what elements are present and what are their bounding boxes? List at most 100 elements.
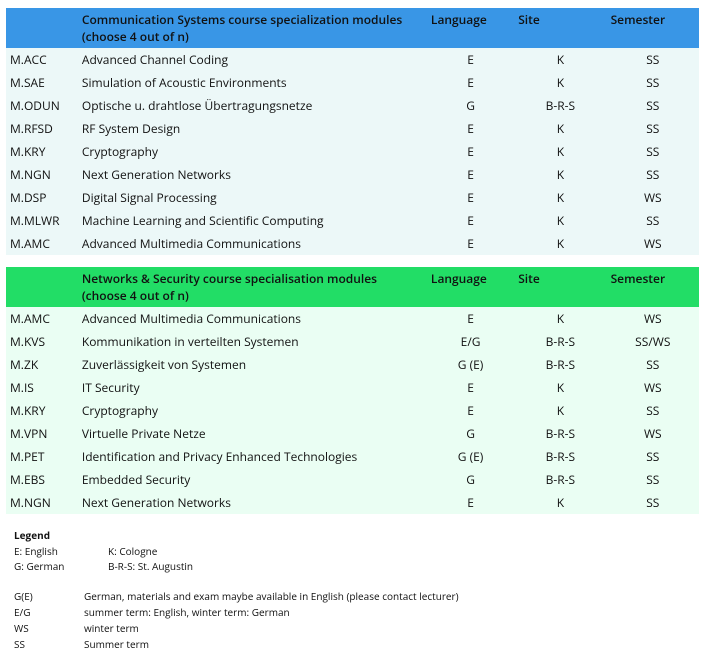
cell-language: E (427, 209, 514, 232)
cell-code: M.IS (6, 376, 78, 399)
cell-code: M.EBS (6, 468, 78, 491)
cell-code: M.ACC (6, 48, 78, 71)
legend-def-value: German, materials and exam maybe availab… (84, 588, 459, 604)
cell-site: B-R-S (514, 330, 606, 353)
legend-value: B-R-S: St. Augustin (108, 559, 193, 574)
cell-title: Zuverlässigkeit von Systemen (78, 353, 427, 376)
table-row: M.ISIT SecurityEKWS (6, 376, 699, 399)
cell-language: E (427, 186, 514, 209)
cell-code: M.MLWR (6, 209, 78, 232)
cell-semester: SS (607, 117, 699, 140)
cell-code: M.KRY (6, 140, 78, 163)
cell-language: G (427, 422, 514, 445)
legend-def-key: WS (14, 620, 84, 636)
cell-semester: SS (607, 163, 699, 186)
cell-semester: SS (607, 94, 699, 117)
legend-def-row: SSSummer term (14, 636, 699, 652)
cell-title: Cryptography (78, 140, 427, 163)
col-title-header: Communication Systems course specializat… (78, 8, 427, 48)
cs-table: Communication Systems course specializat… (6, 8, 699, 255)
table-row: M.KVSKommunikation in verteilten Systeme… (6, 330, 699, 353)
cell-site: K (514, 163, 606, 186)
cell-title: Cryptography (78, 399, 427, 422)
legend-def-key: E/G (14, 604, 84, 620)
cell-code: M.AMC (6, 232, 78, 255)
cell-title: Next Generation Networks (78, 163, 427, 186)
cell-title: Machine Learning and Scientific Computin… (78, 209, 427, 232)
table-row: M.AMCAdvanced Multimedia CommunicationsE… (6, 307, 699, 330)
legend-pair-row: G: GermanB-R-S: St. Augustin (14, 559, 699, 574)
cell-semester: SS (607, 48, 699, 71)
cell-code: M.SAE (6, 71, 78, 94)
legend-def-key: G(E) (14, 588, 84, 604)
col-site-header: Site (514, 8, 606, 48)
col-code-header (6, 267, 78, 307)
cell-site: K (514, 186, 606, 209)
cs-table-body: M.ACCAdvanced Channel CodingEKSSM.SAESim… (6, 48, 699, 255)
cell-title: IT Security (78, 376, 427, 399)
table-row: M.ZKZuverlässigkeit von SystemenG (E)B-R… (6, 353, 699, 376)
cell-semester: WS (607, 376, 699, 399)
cell-site: B-R-S (514, 422, 606, 445)
cell-code: M.KVS (6, 330, 78, 353)
cell-title: Advanced Channel Coding (78, 48, 427, 71)
col-semester-header: Semester (607, 8, 699, 48)
cell-code: M.VPN (6, 422, 78, 445)
cell-language: G (427, 468, 514, 491)
cell-title: RF System Design (78, 117, 427, 140)
col-language-header: Language (427, 8, 514, 48)
legend-pair-row: E: EnglishK: Cologne (14, 544, 699, 559)
table-row: M.VPNVirtuelle Private NetzeGB-R-SWS (6, 422, 699, 445)
legend-def-value: Summer term (84, 636, 149, 652)
table-row: M.SAESimulation of Acoustic Environments… (6, 71, 699, 94)
col-site-header: Site (514, 267, 606, 307)
cell-semester: WS (607, 232, 699, 255)
cell-language: G (E) (427, 353, 514, 376)
cell-semester: WS (607, 422, 699, 445)
legend-def-key: SS (14, 636, 84, 652)
cell-semester: SS (607, 399, 699, 422)
table-row: M.EBSEmbedded SecurityGB-R-SSS (6, 468, 699, 491)
cell-semester: SS (607, 140, 699, 163)
cell-title: Next Generation Networks (78, 491, 427, 514)
table-row: M.NGNNext Generation NetworksEKSS (6, 163, 699, 186)
cell-site: B-R-S (514, 445, 606, 468)
legend: Legend E: EnglishK: CologneG: GermanB-R-… (14, 528, 699, 652)
table-row: M.RFSDRF System DesignEKSS (6, 117, 699, 140)
cell-language: E (427, 163, 514, 186)
cell-semester: SS (607, 491, 699, 514)
cell-semester: WS (607, 307, 699, 330)
cell-title: Digital Signal Processing (78, 186, 427, 209)
legend-def-row: E/Gsummer term: English, winter term: Ge… (14, 604, 699, 620)
cell-language: E (427, 376, 514, 399)
legend-definitions: G(E)German, materials and exam maybe ava… (14, 588, 699, 652)
legend-def-value: summer term: English, winter term: Germa… (84, 604, 290, 620)
cell-title: Kommunikation in verteilten Systemen (78, 330, 427, 353)
legend-key: E: English (14, 544, 84, 559)
course-tables: Communication Systems course specializat… (6, 8, 699, 514)
cell-title: Embedded Security (78, 468, 427, 491)
cell-site: K (514, 399, 606, 422)
cell-language: E (427, 491, 514, 514)
table-row: M.PETIdentification and Privacy Enhanced… (6, 445, 699, 468)
ns-table-body: M.AMCAdvanced Multimedia CommunicationsE… (6, 307, 699, 514)
cell-language: E (427, 307, 514, 330)
cell-language: G (E) (427, 445, 514, 468)
cell-semester: SS (607, 353, 699, 376)
legend-def-row: G(E)German, materials and exam maybe ava… (14, 588, 699, 604)
legend-def-value: winter term (84, 620, 139, 636)
cell-title: Identification and Privacy Enhanced Tech… (78, 445, 427, 468)
table-row: M.ACCAdvanced Channel CodingEKSS (6, 48, 699, 71)
cell-code: M.NGN (6, 163, 78, 186)
cell-site: K (514, 209, 606, 232)
legend-def-row: WSwinter term (14, 620, 699, 636)
cell-language: E (427, 71, 514, 94)
table-row: M.ODUNOptische u. drahtlose Übertragungs… (6, 94, 699, 117)
table-row: M.DSPDigital Signal ProcessingEKWS (6, 186, 699, 209)
cell-site: K (514, 48, 606, 71)
cell-language: E/G (427, 330, 514, 353)
cell-site: K (514, 491, 606, 514)
cell-language: E (427, 232, 514, 255)
col-code-header (6, 8, 78, 48)
cell-site: K (514, 376, 606, 399)
